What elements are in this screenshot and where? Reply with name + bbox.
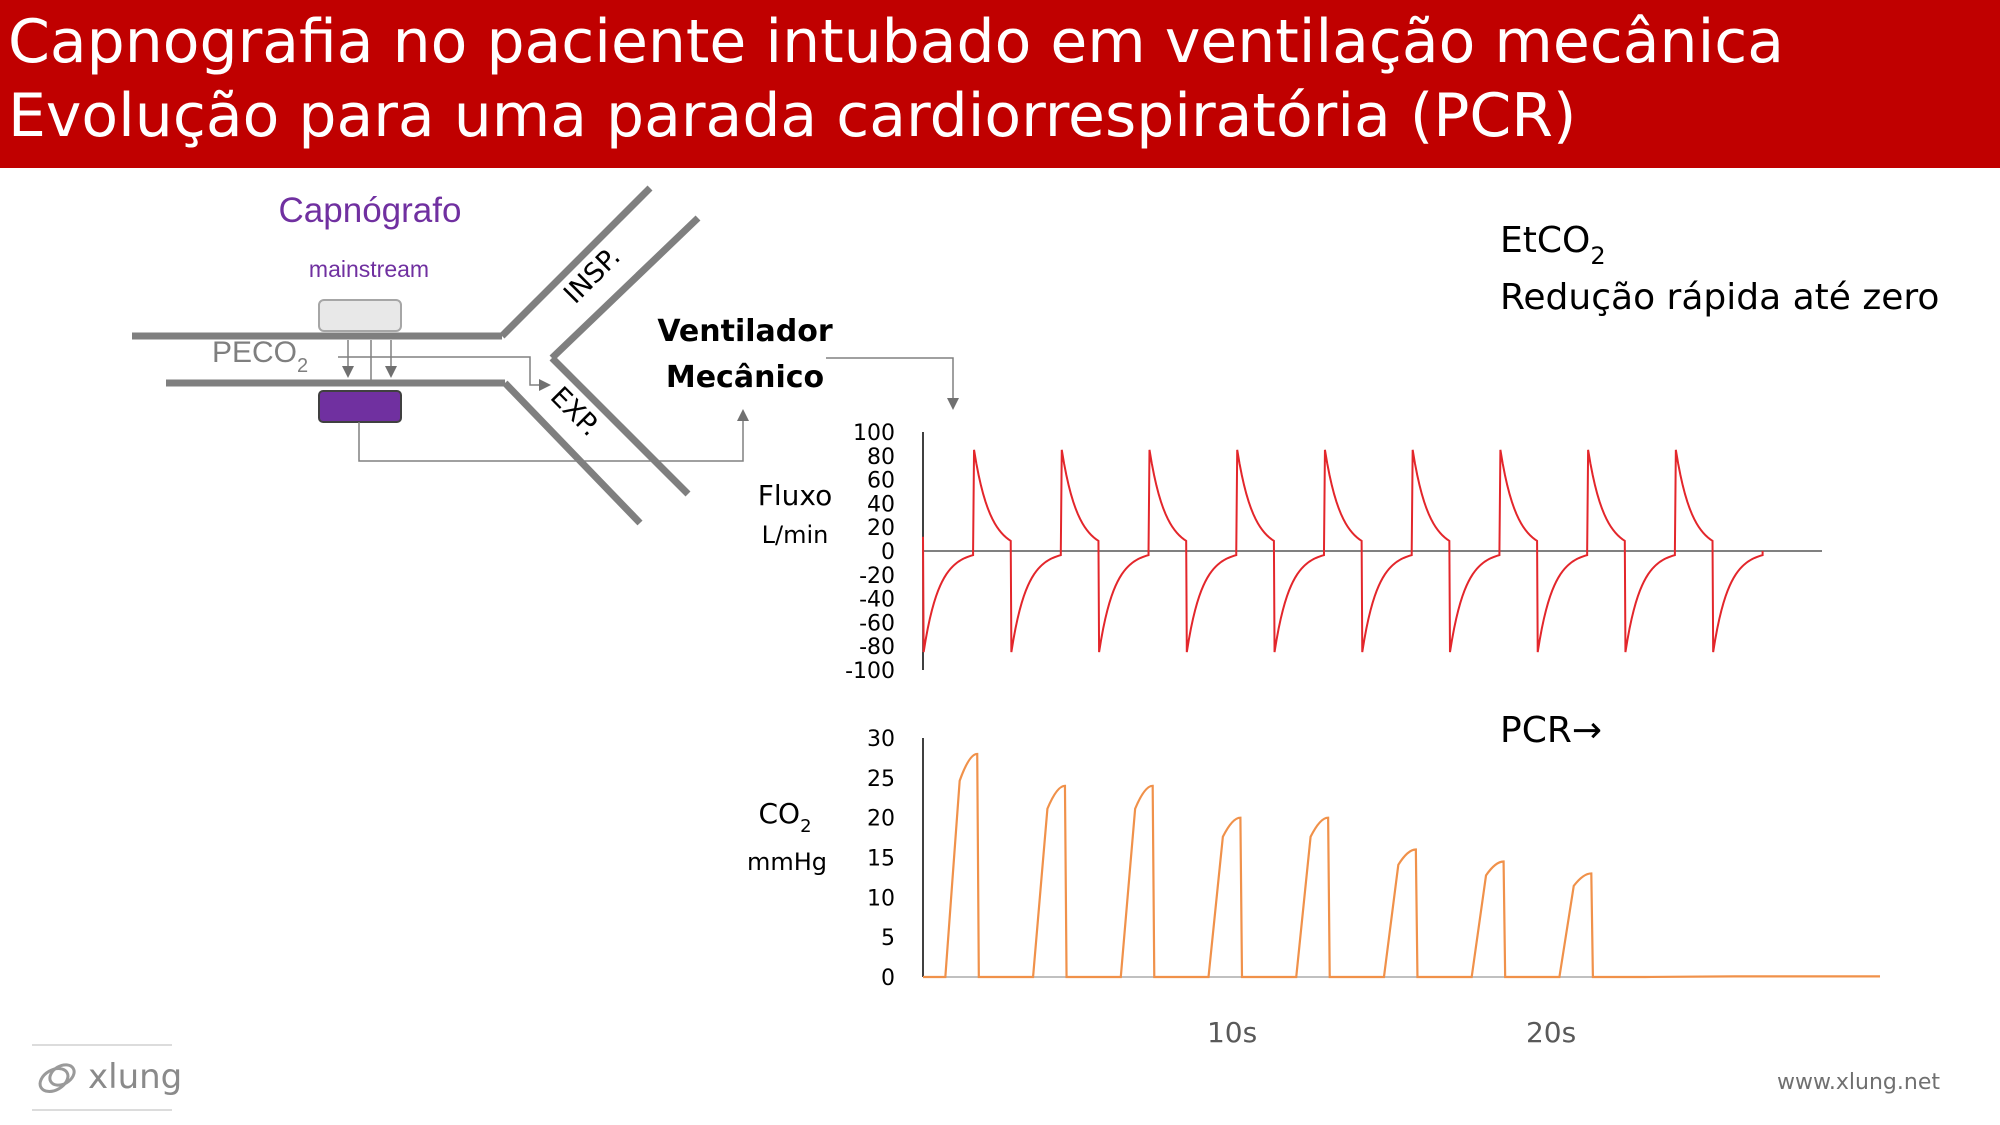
co2-y-tick-label: 15 <box>867 847 895 872</box>
logo-text: xlung <box>88 1057 182 1097</box>
title-line-2: Evolução para uma parada cardiorrespirat… <box>8 81 1577 151</box>
flow-ylabel-line1: Fluxo <box>758 479 832 512</box>
insp-limb-outer <box>499 185 653 339</box>
flow-y-tick-label: -80 <box>859 635 895 660</box>
ventilator-label-line2: Mecânico <box>666 360 824 395</box>
xlung-logo: xlung <box>32 1044 182 1111</box>
co2-y-tick-label: 10 <box>867 886 895 911</box>
flow-y-tick-label: 80 <box>867 445 895 470</box>
footer-url: www.xlung.net <box>1776 1070 1940 1095</box>
mainstream-label: mainstream <box>309 256 429 282</box>
circuit-diagram: Capnógrafo mainstream PECO2 INSP. EXP. V… <box>132 185 959 526</box>
flow-y-tick-label: -40 <box>859 588 895 613</box>
title-line-1: Capnografia no paciente intubado em vent… <box>8 7 1785 77</box>
co2-y-ticks: 30 25 20 15 10 5 0 <box>867 727 895 991</box>
exp-limb-outer <box>502 380 643 526</box>
etco2-title: EtCO2 <box>1500 220 1606 270</box>
sensor-bottom-block <box>318 390 402 423</box>
flow-series-line <box>922 449 1764 653</box>
logo-loop-2 <box>48 1063 76 1087</box>
signal-to-ventilator-line <box>358 409 749 462</box>
co2-ylabel-line1: CO2 <box>758 797 811 837</box>
co2-y-tick-label: 20 <box>867 807 895 832</box>
co2-y-tick-label: 30 <box>867 727 895 752</box>
co2-x-ticks: 10s 20s <box>1207 1016 1576 1049</box>
gas-flow-arrow <box>338 356 551 391</box>
co2-ylabel-line2: mmHg <box>747 848 827 876</box>
flow-y-tick-label: 100 <box>853 421 895 446</box>
co2-y-tick-label: 25 <box>867 767 895 792</box>
co2-series-line <box>923 752 1880 979</box>
title-banner: Capnografia no paciente intubado em vent… <box>0 0 2000 168</box>
flow-y-tick-label: 40 <box>867 492 895 517</box>
insp-limb-inner <box>549 215 701 361</box>
ventilator-label-line1: Ventilador <box>657 314 833 349</box>
ventilator-to-chart-line <box>826 357 959 410</box>
co2-x-tick-label: 20s <box>1526 1016 1576 1049</box>
exp-limb-inner <box>549 355 691 497</box>
etco2-description: Redução rápida até zero <box>1500 277 1939 318</box>
co2-chart: CO2 mmHg 30 25 20 15 10 5 0 10s 20s <box>747 727 1880 1049</box>
flow-y-tick-label: 0 <box>881 540 895 565</box>
peco2-label: PECO2 <box>212 336 308 377</box>
flow-y-tick-label: 20 <box>867 516 895 541</box>
co2-x-tick-label: 10s <box>1207 1016 1257 1049</box>
logo-loop-1 <box>38 1067 70 1093</box>
co2-y-tick-label: 0 <box>881 966 895 991</box>
flow-y-tick-label: -60 <box>859 611 895 636</box>
co2-y-tick-label: 5 <box>881 926 895 951</box>
sensor-top-block <box>318 299 402 332</box>
flow-y-tick-label: 60 <box>867 469 895 494</box>
pcr-annotation: PCR→ <box>1500 710 1602 751</box>
capnograph-label: Capnógrafo <box>279 191 462 230</box>
flow-y-tick-label: -20 <box>859 564 895 589</box>
flow-y-tick-label: -100 <box>845 659 895 684</box>
flow-ylabel-line2: L/min <box>762 521 829 549</box>
